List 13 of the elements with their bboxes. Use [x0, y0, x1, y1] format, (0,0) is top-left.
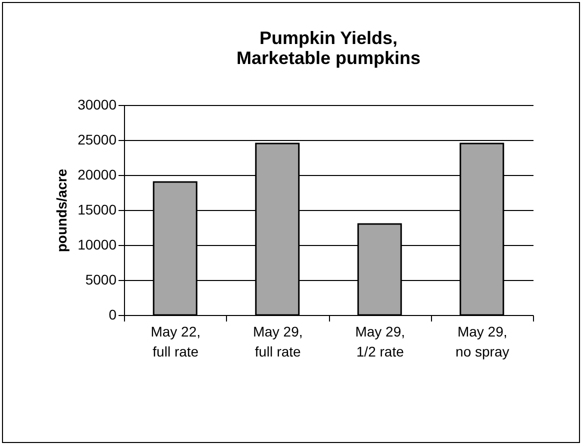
chart-title: Pumpkin Yields, Marketable pumpkins — [236, 28, 421, 68]
x-tick-label: May 22, full rate — [150, 324, 201, 360]
y-tick-label: 30000 — [78, 96, 117, 112]
y-tick-label: 0 — [108, 306, 117, 322]
x-tick-label: May 29, full rate — [252, 324, 303, 360]
y-tick-label: 15000 — [78, 202, 117, 218]
x-tick-label: May 29, 1/2 rate — [355, 324, 406, 360]
y-tick-label: 20000 — [78, 166, 117, 182]
y-axis-title: pounds/acre — [54, 168, 70, 252]
y-tick-label: 25000 — [78, 132, 117, 148]
x-tick-label: May 29, no spray — [456, 324, 510, 360]
y-tick-label: 10000 — [78, 236, 117, 252]
y-tick-label: 5000 — [85, 272, 117, 288]
